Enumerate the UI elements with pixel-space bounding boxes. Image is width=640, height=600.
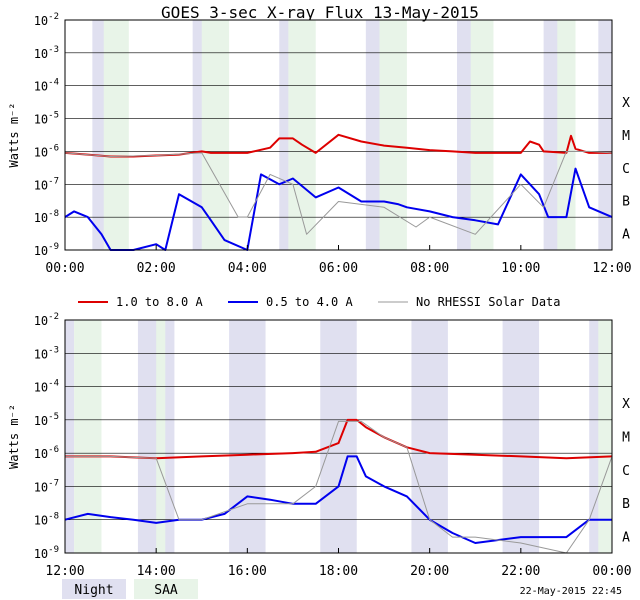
- x-tick-label-bottom-3: 18:00: [319, 564, 358, 579]
- night-band-bottom-2: [229, 320, 266, 553]
- flare-class-bottom-b: B: [622, 497, 630, 512]
- legend-label-short: 0.5 to 4.0 A: [266, 295, 353, 309]
- night-key-swatch: [62, 579, 126, 599]
- y-tick-label-bottom-0: 10-9: [34, 545, 59, 561]
- saa-band-top-3: [379, 20, 407, 250]
- x-tick-label-top-2: 04:00: [228, 261, 267, 276]
- series-top-1: [64, 167, 613, 251]
- y-tick-label-bottom-3: 10-6: [34, 445, 59, 461]
- night-band-bottom-1: [137, 320, 175, 553]
- x-tick-label-bottom-2: 16:00: [228, 564, 267, 579]
- night-band-top-6: [598, 20, 612, 250]
- saa-key-label: SAA: [154, 583, 178, 598]
- night-band-bottom-3: [320, 320, 357, 553]
- x-tick-label-top-6: 12:00: [592, 261, 631, 276]
- panel-top: 10-9 10-8 10-7 10-6 10-5 10-4 10-3 10-2 00:00 02:…: [7, 12, 632, 276]
- y-tick-label-top-7: 10-2: [34, 12, 59, 28]
- saa-band-top-0: [103, 20, 129, 250]
- flare-class-bottom-a: A: [622, 530, 630, 545]
- y-tick-label-top-0: 10-9: [34, 242, 59, 258]
- y-tick-label-bottom-5: 10-4: [34, 379, 59, 395]
- series-bottom-1: [64, 455, 612, 544]
- saa-key-swatch: [134, 579, 198, 599]
- y-tick-label-bottom-1: 10-8: [34, 512, 59, 528]
- legend-label-long: 1.0 to 8.0 A: [116, 295, 203, 309]
- saa-band-top-4: [470, 20, 494, 250]
- saa-band-bottom-1: [156, 320, 166, 553]
- flare-class-bottom-c: C: [622, 464, 630, 479]
- y-axis-label-top: Watts m⁻²: [7, 102, 21, 167]
- x-tick-label-top-4: 08:00: [410, 261, 449, 276]
- series-bottom-0: [65, 418, 613, 460]
- y-tick-label-bottom-7: 10-2: [34, 312, 59, 328]
- flare-class-top-b: B: [622, 195, 630, 210]
- night-band-bottom-5: [502, 320, 540, 553]
- x-tick-label-top-1: 02:00: [137, 261, 176, 276]
- saa-band-top-2: [288, 20, 316, 250]
- series-top-2: [64, 150, 613, 235]
- legend-label-rhessi: No RHESSI Solar Data: [416, 295, 561, 309]
- night-band-bottom-0: [65, 320, 75, 553]
- series-bottom-2: [65, 420, 613, 554]
- x-tick-label-bottom-4: 20:00: [410, 564, 449, 579]
- series-top-0: [64, 133, 612, 158]
- x-tick-label-bottom-1: 14:00: [137, 564, 176, 579]
- band-key: Night SAA: [62, 579, 198, 599]
- x-tick-label-bottom-6: 00:00: [592, 564, 631, 579]
- y-tick-label-bottom-4: 10-5: [34, 412, 59, 428]
- x-tick-label-bottom-0: 12:00: [45, 564, 84, 579]
- y-tick-label-bottom-6: 10-3: [34, 345, 59, 361]
- x-tick-label-top-0: 00:00: [45, 261, 84, 276]
- y-axis-label-bottom: Watts m⁻²: [7, 404, 21, 469]
- y-tick-label-top-4: 10-5: [34, 111, 59, 127]
- night-band-bottom-4: [411, 320, 448, 553]
- flare-class-top-m: M: [622, 129, 630, 144]
- x-tick-label-top-3: 06:00: [319, 261, 358, 276]
- flare-class-top-c: C: [622, 162, 630, 177]
- y-tick-label-top-6: 10-3: [34, 45, 59, 61]
- flare-class-top-x: X: [622, 96, 630, 111]
- y-tick-label-top-1: 10-8: [34, 209, 59, 225]
- x-tick-label-top-5: 10:00: [501, 261, 540, 276]
- y-tick-label-top-3: 10-6: [34, 143, 59, 159]
- saa-band-bottom-2: [598, 320, 612, 553]
- flare-class-bottom-m: M: [622, 431, 630, 446]
- saa-band-top-1: [201, 20, 230, 250]
- chart-title: GOES 3-sec X-ray Flux 13-May-2015: [161, 3, 479, 22]
- generated-timestamp: 22-May-2015 22:45: [520, 586, 622, 597]
- night-key-label: Night: [74, 583, 113, 598]
- y-tick-label-top-2: 10-7: [34, 176, 59, 192]
- x-tick-label-bottom-5: 22:00: [501, 564, 540, 579]
- legend: 1.0 to 8.0 A 0.5 to 4.0 A No RHESSI Sola…: [78, 295, 561, 309]
- flare-class-top-a: A: [622, 228, 630, 243]
- flare-class-bottom-x: X: [622, 397, 630, 412]
- y-tick-label-top-5: 10-4: [34, 78, 59, 94]
- panel-bottom: 10-9 10-8 10-7 10-6 10-5 10-4 10-3 10-2 12:00 14:…: [7, 312, 632, 579]
- saa-band-bottom-0: [74, 320, 102, 553]
- y-tick-label-bottom-2: 10-7: [34, 478, 59, 494]
